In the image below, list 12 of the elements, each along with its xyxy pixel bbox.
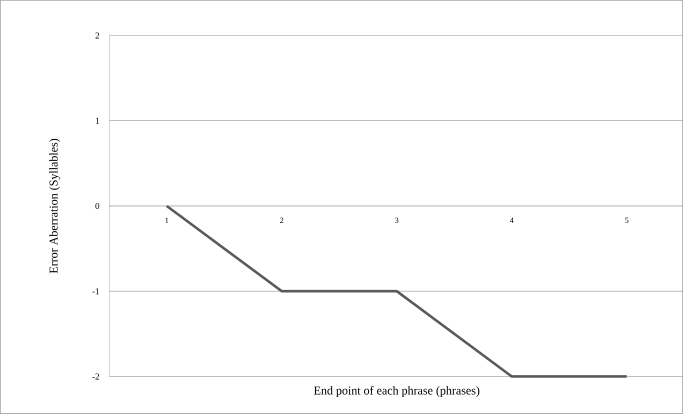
x-axis-title: End point of each phrase (phrases) bbox=[314, 386, 480, 398]
x-tick-label: 5 bbox=[625, 218, 628, 223]
y-tick-label: -1 bbox=[92, 288, 100, 294]
y-tick-label: 1 bbox=[96, 118, 100, 124]
x-tick-label: 1 bbox=[165, 218, 168, 223]
x-tick-label: 2 bbox=[280, 218, 284, 223]
y-axis-title: Error Aberration (Syllables) bbox=[49, 138, 60, 274]
y-tick-label: 2 bbox=[95, 32, 100, 38]
y-tick-label: 0 bbox=[95, 202, 100, 210]
x-tick-label: 4 bbox=[510, 218, 514, 223]
x-tick-label: 3 bbox=[395, 218, 398, 224]
y-tick-label: -2 bbox=[92, 373, 100, 380]
